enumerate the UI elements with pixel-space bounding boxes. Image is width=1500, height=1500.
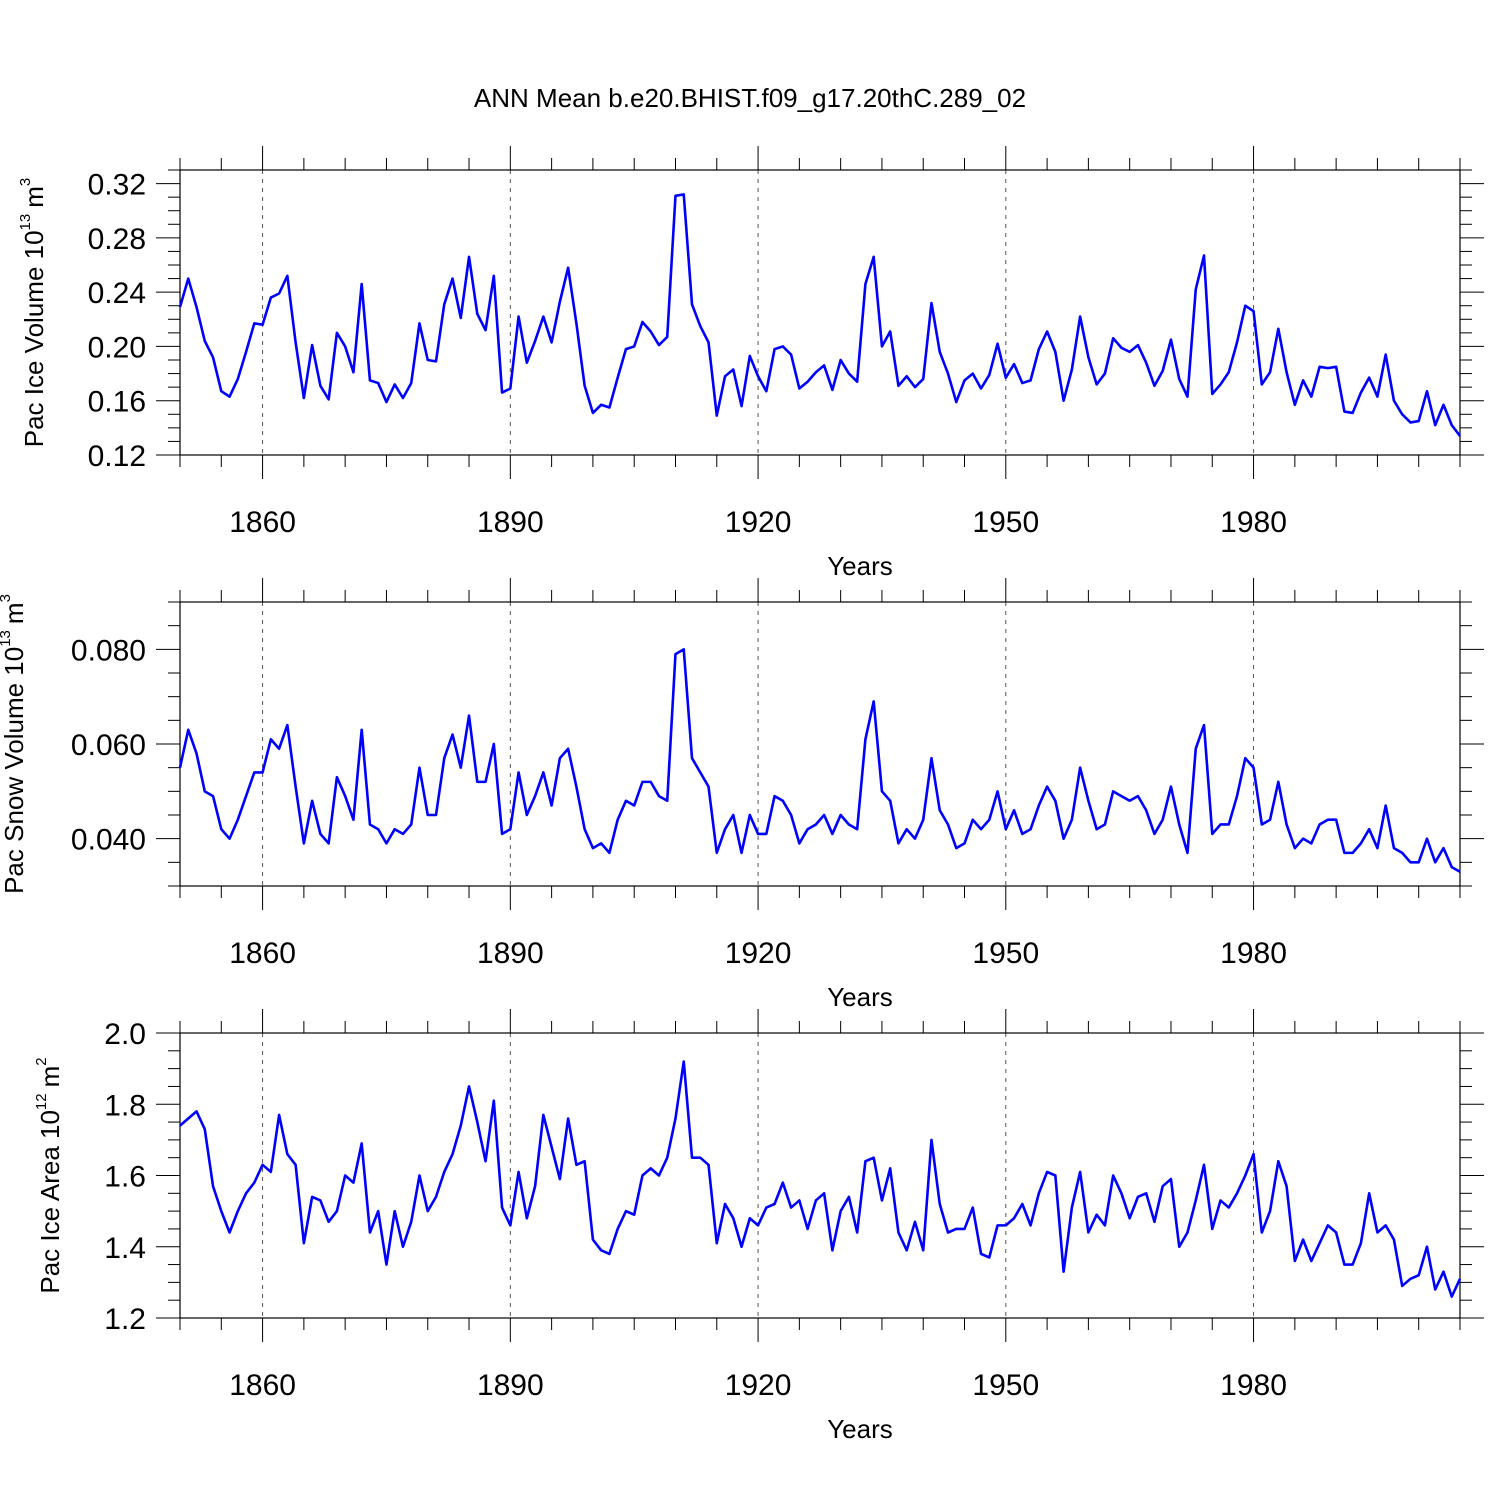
x-tick-label: 1890: [477, 1369, 544, 1402]
y-axis-label-unit: m: [0, 602, 29, 624]
panel-ice-area: 1.2 1.4 1.6 1.8 2.0 1860 1890 1920 1950 1980 Yea…: [33, 1009, 1484, 1444]
x-axis-label: Years: [827, 982, 893, 1012]
y-axis-label-text: Pac Ice Area 10: [35, 1110, 65, 1294]
y-axis-label-unit-exponent: 3: [0, 594, 14, 602]
plot-frame: [179, 169, 1461, 456]
y-tick-label: 0.16: [88, 386, 146, 419]
x-tick-label: 1890: [477, 506, 544, 539]
plot-frame: [179, 601, 1461, 887]
panel-ice-volume: 0.12 0.16 0.20 0.24 0.28 0.32 1860 1890 1920 195…: [17, 146, 1484, 581]
x-tick-label: 1890: [477, 937, 544, 970]
x-tick-label: 1980: [1220, 937, 1287, 970]
x-tick-label: 1950: [972, 506, 1039, 539]
y-axis-label: Pac Ice Volume 1013 m3: [17, 178, 49, 448]
x-axis-label: Years: [827, 551, 893, 581]
y-tick-label: 0.28: [88, 223, 146, 256]
y-axis-label-exponent: 13: [0, 630, 14, 647]
y-tick-label: 1.8: [104, 1089, 146, 1122]
y-axis-label-unit: m: [35, 1066, 65, 1088]
x-tick-label: 1950: [972, 1369, 1039, 1402]
series-line-pac-ice-area: [179, 1060, 1462, 1298]
x-tick-label: 1860: [229, 506, 296, 539]
y-tick-label: 1.4: [104, 1232, 146, 1265]
plot-frame: [179, 1032, 1461, 1319]
y-tick-label: 0.080: [71, 634, 146, 667]
y-axis-label-text: Pac Snow Volume 10: [0, 647, 29, 894]
chart-title: ANN Mean b.e20.BHIST.f09_g17.20thC.289_0…: [474, 83, 1026, 113]
y-tick-label: 0.32: [88, 169, 146, 202]
x-tick-label: 1980: [1220, 1369, 1287, 1402]
y-axis-label: Pac Snow Volume 1013 m3: [0, 594, 29, 894]
y-axis-label-unit-exponent: 2: [33, 1057, 50, 1065]
x-tick-label: 1860: [229, 1369, 296, 1402]
x-tick-label: 1860: [229, 937, 296, 970]
y-tick-label: 0.20: [88, 331, 146, 364]
y-tick-label: 0.040: [71, 824, 146, 857]
panel-snow-volume: 0.040 0.060 0.080 1860 1890 1920 1950 1980 Yea…: [0, 578, 1484, 1012]
y-axis-label-unit: m: [19, 186, 49, 208]
x-tick-label: 1920: [725, 937, 792, 970]
y-tick-label: 0.060: [71, 729, 146, 762]
y-axis-label-unit-exponent: 3: [17, 178, 34, 186]
x-tick-label: 1950: [972, 937, 1039, 970]
y-tick-label: 0.24: [88, 277, 146, 310]
y-tick-label: 1.2: [104, 1303, 146, 1336]
y-axis-label-exponent: 13: [17, 214, 34, 231]
y-tick-label: 1.6: [104, 1161, 146, 1194]
y-tick-label: 0.12: [88, 440, 146, 473]
y-axis-label: Pac Ice Area 1012 m2: [33, 1057, 65, 1293]
y-axis-label-exponent: 12: [33, 1093, 50, 1110]
x-tick-label: 1980: [1220, 506, 1287, 539]
x-tick-label: 1920: [725, 1369, 792, 1402]
series-line-pac-snow-volume: [178, 648, 1461, 873]
x-tick-label: 1920: [725, 506, 792, 539]
y-tick-label: 2.0: [104, 1018, 146, 1051]
y-axis-label-text: Pac Ice Volume 10: [19, 230, 49, 447]
x-axis-label: Years: [827, 1414, 893, 1444]
series-line-pac-ice-volume: [178, 193, 1462, 437]
